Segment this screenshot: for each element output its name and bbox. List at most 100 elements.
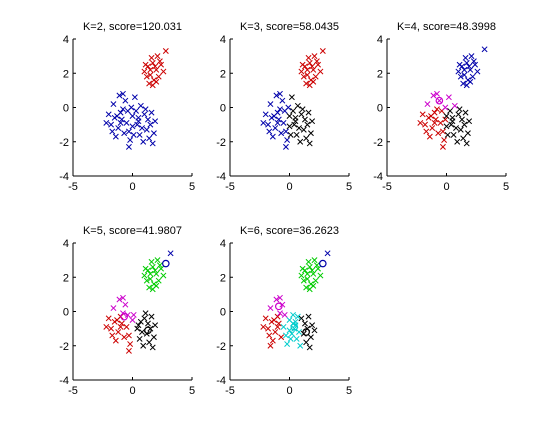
data-point (291, 325, 298, 332)
data-point (153, 270, 160, 277)
data-point (460, 80, 467, 87)
y-tick-label: 4 (63, 238, 69, 250)
data-point (296, 329, 302, 336)
data-point (147, 270, 154, 277)
series-3 (443, 106, 473, 147)
data-point (127, 137, 134, 143)
data-point (324, 250, 331, 257)
centroid-marker (319, 259, 327, 268)
data-point (430, 92, 437, 99)
y-tick-label: -4 (59, 375, 69, 387)
data-point (310, 282, 317, 289)
data-point (267, 342, 274, 349)
data-point (277, 294, 283, 301)
data-point (147, 121, 154, 128)
data-point (306, 60, 313, 66)
data-point (304, 270, 311, 277)
data-point (279, 301, 286, 308)
data-point (439, 143, 446, 150)
data-point (271, 113, 277, 120)
data-point (262, 111, 269, 118)
data-point (125, 143, 132, 150)
data-point (463, 140, 470, 147)
data-point (304, 121, 311, 128)
x-tick-label: 5 (189, 385, 195, 397)
data-point (129, 113, 136, 120)
series-2 (103, 90, 159, 150)
data-point (457, 73, 464, 80)
data-point (267, 101, 274, 108)
data-point (141, 68, 148, 75)
data-point (448, 121, 455, 128)
data-point (137, 102, 144, 109)
data-point (466, 63, 473, 70)
data-point (302, 116, 308, 123)
data-point (309, 63, 316, 70)
series-2 (260, 90, 292, 150)
data-point (167, 250, 174, 257)
data-point (143, 277, 150, 284)
data-point (296, 125, 302, 132)
subplot-title: K=4, score=48.3998 (397, 21, 496, 33)
y-tick-label: -4 (59, 171, 69, 183)
series-2 (417, 106, 449, 150)
data-point (472, 61, 479, 68)
data-point (148, 258, 155, 265)
y-tick-label: 2 (377, 68, 383, 80)
data-point (282, 143, 289, 150)
data-point (288, 94, 295, 101)
data-point (310, 66, 317, 73)
data-point (105, 315, 112, 322)
data-point (292, 114, 299, 121)
data-point (299, 106, 306, 113)
subplot-2: K=3, score=58.0435 -5 0 5 -4 -2 0 2 4 (216, 21, 352, 193)
data-point (442, 104, 449, 111)
data-point (125, 128, 132, 135)
data-point (298, 111, 305, 118)
data-point (272, 329, 279, 336)
data-point (142, 61, 149, 68)
data-point (436, 97, 443, 104)
data-point (147, 276, 154, 282)
data-point (426, 133, 433, 140)
data-point (150, 334, 157, 341)
centroid-marker (162, 259, 170, 268)
data-point (156, 58, 163, 65)
data-point (445, 94, 452, 101)
data-point (125, 332, 132, 339)
subplot-title: K=2, score=120.031 (83, 21, 182, 33)
y-tick-label: 0 (220, 307, 226, 319)
data-point (135, 322, 142, 329)
data-point (112, 337, 119, 344)
data-point (152, 63, 159, 70)
data-point (115, 125, 122, 132)
data-point (443, 113, 450, 120)
data-point (462, 54, 469, 61)
data-point (447, 107, 454, 114)
y-tick-label: 4 (377, 34, 383, 46)
data-point (299, 61, 306, 68)
data-point (275, 116, 282, 123)
data-point (286, 123, 293, 130)
y-tick-label: 0 (63, 307, 69, 319)
series-1 (455, 46, 488, 89)
y-tick-label: 0 (63, 103, 69, 115)
data-point (279, 97, 286, 104)
x-tick-label: 5 (346, 385, 352, 397)
subplot-5: K=6, score=36.2623 -5 0 5 -4 -2 0 2 4 (216, 225, 352, 397)
series-4 (298, 313, 318, 351)
data-point (303, 284, 310, 291)
data-point (461, 72, 468, 78)
data-point (153, 282, 160, 289)
data-point (450, 131, 457, 138)
data-point (293, 131, 300, 138)
data-point (303, 80, 310, 87)
data-point (280, 119, 287, 126)
centroid-marker (144, 326, 152, 335)
data-point (306, 264, 313, 270)
data-point (146, 135, 153, 142)
data-point (160, 68, 167, 75)
series-1 (141, 257, 167, 293)
data-point (145, 320, 151, 327)
